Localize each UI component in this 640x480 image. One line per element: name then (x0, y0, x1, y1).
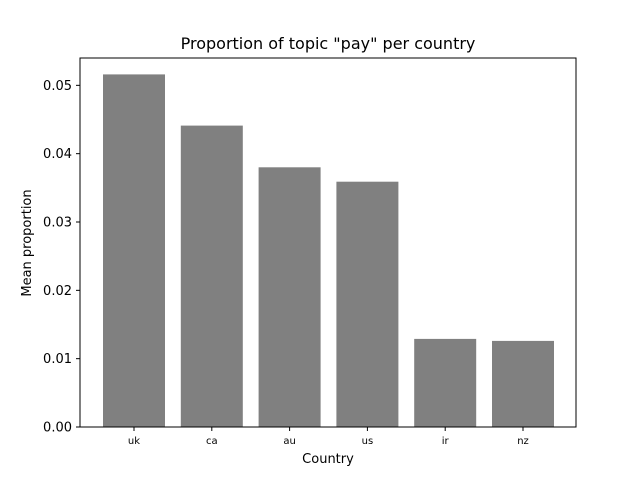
y-tick-label: 0.02 (43, 284, 72, 299)
bar-uk (103, 74, 165, 428)
y-tick-label: 0.00 (43, 421, 72, 436)
y-tick-label: 0.04 (43, 147, 72, 162)
y-tick-label: 0.03 (43, 216, 72, 231)
x-tick-label: ca (206, 436, 218, 447)
y-tick-label: 0.01 (43, 352, 72, 367)
bar-au (258, 167, 321, 428)
bars-group (103, 74, 554, 428)
x-tick-label: us (362, 436, 374, 447)
bar-nz (492, 340, 554, 427)
x-tick-label: nz (517, 436, 529, 447)
y-axis-label: Mean proportion (20, 189, 35, 296)
x-tick-label: ir (442, 436, 450, 447)
x-axis-ticks: uk ca au us ir nz (128, 427, 529, 447)
x-tick-label: uk (128, 436, 140, 447)
x-axis-label: Country (302, 452, 354, 467)
y-tick-label: 0.05 (43, 79, 72, 94)
plot-frame (79, 57, 577, 428)
bar-us (336, 181, 399, 427)
bar-ca (180, 125, 243, 427)
x-tick-label: au (283, 436, 295, 447)
y-axis-ticks: 0.00 0.01 0.02 0.03 0.04 0.05 (43, 79, 80, 436)
bar-ir (414, 338, 477, 427)
chart-title: Proportion of topic "pay" per country (181, 34, 476, 53)
